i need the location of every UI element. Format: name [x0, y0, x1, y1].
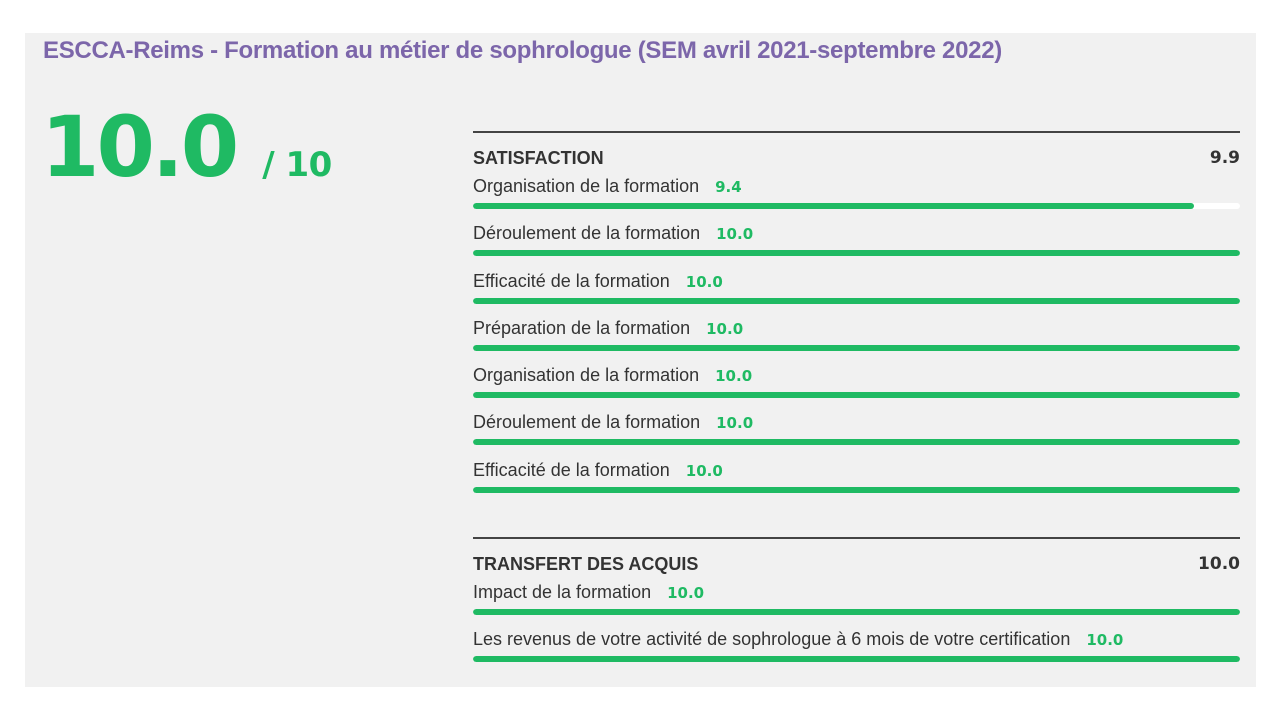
rating-score: 10.0 [716, 225, 754, 244]
rating-bar-track [473, 486, 1240, 493]
rating-score: 10.0 [715, 367, 753, 386]
section-score: 10.0 [1198, 554, 1240, 574]
rating-score: 10.0 [667, 584, 705, 602]
rating-item: Organisation de la formation 10.0 [473, 354, 1240, 401]
rating-item: Efficacité de la formation 10.0 [473, 260, 1240, 307]
section-title: SATISFACTION [473, 148, 604, 168]
rating-label: Efficacité de la formation [473, 270, 670, 291]
rating-bar-track [473, 344, 1240, 351]
rating-bar-fill [473, 486, 1240, 493]
rating-bar-fill [473, 344, 1240, 351]
rating-bar-track [473, 297, 1240, 304]
rating-bar-track [473, 203, 1240, 209]
rating-label: Déroulement de la formation [473, 412, 701, 433]
rating-bar-fill [473, 203, 1194, 209]
overall-max: / 10 [262, 145, 332, 185]
rating-item: Impact de la formation 10.0 [473, 571, 1240, 618]
rating-bar-fill [473, 297, 1240, 304]
rating-score: 10.0 [685, 461, 723, 480]
rating-bar-track [473, 439, 1240, 446]
rating-bar-fill [473, 439, 1240, 446]
rating-label: Déroulement de la formation [473, 223, 701, 244]
rating-bar-fill [473, 250, 1240, 257]
rating-label: Organisation de la formation [473, 365, 700, 386]
rating-item: Efficacité de la formation 10.0 [473, 449, 1240, 496]
section-transfert-des-acquis: TRANSFERT DES ACQUIS 10.0 Impact de la f… [473, 537, 1240, 666]
section-satisfaction: SATISFACTION 9.9 Organisation de la form… [473, 131, 1240, 496]
ratings-panel: ESCCA-Reims - Formation au métier de sop… [25, 33, 1256, 687]
page-title: ESCCA-Reims - Formation au métier de sop… [43, 37, 1002, 64]
rating-item: Les revenus de votre activité de sophrol… [473, 618, 1240, 665]
rating-bar-fill [473, 656, 1240, 663]
rating-item: Préparation de la formation 10.0 [473, 307, 1240, 354]
rating-item: Déroulement de la formation 10.0 [473, 212, 1240, 259]
rating-bar-track [473, 656, 1240, 663]
rating-label: Efficacité de la formation [473, 459, 670, 480]
section-title: TRANSFERT DES ACQUIS [473, 554, 699, 574]
rating-bar-fill [473, 392, 1240, 399]
rating-bar-fill [473, 609, 1240, 615]
rating-score: 10.0 [1086, 631, 1124, 650]
section-divider [473, 131, 1240, 133]
rating-score: 9.4 [715, 178, 742, 196]
section-header: TRANSFERT DES ACQUIS 10.0 [473, 539, 1240, 574]
rating-label: Impact de la formation [473, 582, 652, 602]
section-header: SATISFACTION 9.9 [473, 133, 1240, 168]
rating-score: 10.0 [685, 272, 723, 291]
rating-item: Déroulement de la formation 10.0 [473, 401, 1240, 448]
rating-label: Préparation de la formation [473, 317, 691, 338]
overall-score: 10.0 [41, 98, 239, 196]
section-divider [473, 537, 1240, 539]
rating-score: 10.0 [706, 319, 744, 338]
rating-label: Organisation de la formation [473, 176, 700, 196]
overall-rating: 10.0/ 10 [41, 105, 332, 189]
rating-label: Les revenus de votre activité de sophrol… [473, 629, 1071, 650]
section-score: 9.9 [1209, 148, 1240, 168]
rating-bar-track [473, 609, 1240, 615]
rating-score: 10.0 [716, 414, 754, 433]
rating-bar-track [473, 250, 1240, 257]
rating-bar-track [473, 392, 1240, 399]
rating-item: Organisation de la formation 9.4 [473, 165, 1240, 212]
